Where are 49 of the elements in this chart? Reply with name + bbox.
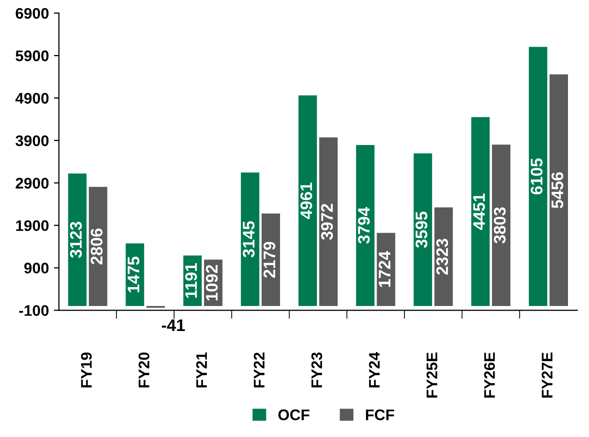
y-tick-label: 1900 — [16, 220, 49, 232]
data-label: 3145 — [242, 221, 255, 258]
data-label: 2179 — [264, 242, 276, 278]
y-tick-label: 2900 — [16, 178, 49, 189]
x-tick-label: FY22 — [254, 352, 264, 388]
bar — [262, 214, 280, 306]
bar — [550, 74, 568, 306]
data-label: 1191 — [185, 263, 197, 298]
x-tick-label: FY19 — [80, 352, 92, 388]
bar — [414, 153, 432, 306]
data-label: 2806 — [90, 228, 103, 264]
data-label: 2323 — [436, 238, 448, 275]
y-tick-label: 900 — [24, 262, 49, 274]
x-tick-label: FY24 — [368, 352, 380, 388]
data-label: 1092 — [206, 264, 218, 300]
y-tick-label: 4900 — [15, 92, 49, 104]
data-label: 5456 — [551, 172, 564, 208]
data-label: 4451 — [473, 193, 485, 230]
bar — [319, 137, 338, 306]
x-tick-label: FY23 — [311, 352, 322, 388]
data-label: 6105 — [530, 158, 543, 194]
data-label: 1475 — [128, 256, 140, 292]
y-tick-label: -100 — [19, 305, 49, 316]
x-tick-label: FY25E — [426, 352, 438, 398]
bar — [492, 144, 510, 306]
data-label: -41 — [162, 319, 185, 331]
x-tick-label: FY20 — [138, 352, 150, 388]
y-tick-label: 3900 — [16, 135, 49, 146]
data-label: 1724 — [378, 250, 390, 287]
x-tick-label: FY21 — [196, 352, 207, 388]
data-label: 3123 — [70, 222, 82, 258]
bar — [88, 186, 108, 306]
bar — [298, 95, 317, 306]
bar — [240, 172, 260, 306]
x-tick-label: FY26E — [484, 352, 495, 398]
legend-label: FCF — [366, 409, 394, 420]
bar — [471, 117, 490, 306]
data-label: 3972 — [321, 204, 333, 240]
x-tick-label: FY27E — [542, 352, 552, 398]
bar — [68, 173, 87, 306]
data-label: 4961 — [300, 182, 312, 220]
bar — [356, 144, 374, 306]
bar — [528, 46, 548, 306]
data-label: 3595 — [416, 212, 428, 248]
y-tick-label: 6900 — [16, 8, 49, 19]
data-label: 3803 — [494, 207, 506, 244]
y-tick-label: 5900 — [16, 50, 49, 62]
data-label: 3794 — [358, 207, 370, 244]
legend-label: OCF — [278, 409, 310, 420]
